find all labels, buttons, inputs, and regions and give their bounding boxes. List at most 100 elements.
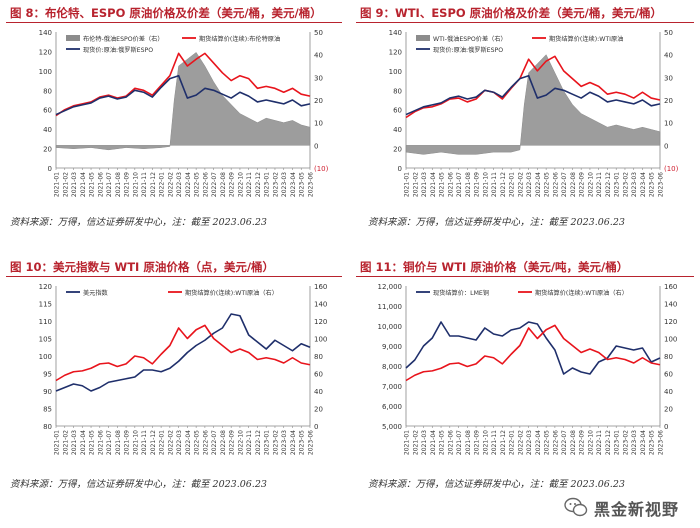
- x-tick-label: 2021-02: [412, 430, 419, 455]
- series-0-area: [405, 54, 661, 155]
- left-tick-label: 5,000: [382, 423, 402, 431]
- x-tick-label: 2023-02: [272, 430, 279, 455]
- right-tick-label: 120: [664, 318, 677, 326]
- x-tick-label: 2021-06: [447, 430, 454, 455]
- x-tick-label: 2022-10: [237, 430, 244, 455]
- x-tick-label: 2021-12: [150, 430, 157, 455]
- x-tick-label: 2023-03: [281, 430, 288, 455]
- left-tick-label: 100: [389, 68, 402, 76]
- x-tick-label: 2022-07: [211, 172, 218, 197]
- x-tick-label: 2021-01: [404, 430, 411, 455]
- right-tick-label: 40: [664, 388, 673, 396]
- right-tick-label: 20: [664, 97, 673, 105]
- series-0-line: [405, 321, 661, 375]
- x-tick-label: 2023-05: [299, 430, 306, 455]
- x-tick-label: 2021-04: [430, 172, 437, 197]
- left-tick-label: 120: [39, 283, 52, 291]
- x-tick-label: 2022-11: [246, 430, 253, 455]
- right-tick-label: 160: [314, 283, 327, 291]
- x-tick-label: 2022-08: [220, 430, 227, 455]
- left-tick-label: 95: [43, 371, 52, 379]
- right-tick-label: 10: [664, 120, 673, 128]
- x-tick-label: 2023-01: [264, 172, 271, 197]
- x-tick-label: 2021-09: [474, 172, 481, 197]
- x-tick-label: 2022-04: [535, 430, 542, 455]
- x-tick-label: 2021-09: [474, 430, 481, 455]
- left-tick-label: 110: [39, 318, 52, 326]
- x-tick-label: 2021-09: [124, 430, 131, 455]
- x-tick-label: 2022-02: [167, 430, 174, 455]
- x-tick-label: 2021-02: [62, 430, 69, 455]
- x-tick-label: 2021-05: [89, 172, 96, 197]
- left-tick-label: 100: [39, 68, 52, 76]
- series-1-line: [55, 52, 311, 117]
- left-tick-label: 105: [39, 336, 52, 344]
- x-tick-label: 2021-06: [97, 172, 104, 197]
- x-tick-label: 2021-12: [500, 172, 507, 197]
- chart-3: 80 85 90 95 100 105 110 115 120 0 20 40 60 80 100 120 14…: [39, 283, 328, 455]
- x-tick-label: 2022-12: [255, 430, 262, 455]
- x-tick-label: 2022-04: [185, 430, 192, 455]
- x-tick-label: 2022-11: [246, 172, 253, 197]
- chart-4-source: 资料来源：万得，信达证券研发中心，注：截至 2023.06.23: [368, 479, 625, 490]
- x-tick-label: 2022-04: [185, 172, 192, 197]
- x-tick-label: 2022-09: [229, 430, 236, 455]
- right-tick-label: 30: [314, 74, 323, 82]
- x-tick-label: 2022-09: [579, 172, 586, 197]
- left-tick-label: 6,000: [382, 403, 402, 411]
- chart-1: 0 20 40 60 80 100 120 140 (10) 0 10 20 30 40 50 2021-01…: [39, 29, 329, 197]
- x-tick-label: 2023-03: [281, 172, 288, 197]
- right-tick-label: 80: [664, 353, 673, 361]
- x-tick-label: 2021-12: [500, 430, 507, 455]
- watermark: 黑金新视野: [560, 492, 694, 524]
- right-tick-label: 0: [664, 423, 668, 431]
- left-tick-label: 120: [39, 48, 52, 56]
- x-tick-label: 2023-02: [272, 172, 279, 197]
- left-tick-label: 7,000: [382, 383, 402, 391]
- x-tick-label: 2022-01: [509, 430, 516, 455]
- x-tick-label: 2023-04: [290, 172, 297, 197]
- x-tick-label: 2021-11: [491, 430, 498, 455]
- x-tick-label: 2022-12: [605, 430, 612, 455]
- left-tick-label: 140: [39, 29, 52, 37]
- x-tick-label: 2021-03: [71, 172, 78, 197]
- header-rule-3: [6, 276, 342, 277]
- x-tick-label: 2022-02: [517, 172, 524, 197]
- right-tick-label: 20: [314, 97, 323, 105]
- right-tick-label: 50: [664, 29, 673, 37]
- x-tick-label: 2022-08: [570, 430, 577, 455]
- x-tick-label: 2021-05: [89, 430, 96, 455]
- left-tick-label: 85: [43, 406, 52, 414]
- x-tick-label: 2023-05: [299, 172, 306, 197]
- x-tick-label: 2022-10: [237, 172, 244, 197]
- x-tick-label: 2021-08: [465, 430, 472, 455]
- x-tick-label: 2022-12: [605, 172, 612, 197]
- x-tick-label: 2022-02: [517, 430, 524, 455]
- x-tick-label: 2021-07: [106, 430, 113, 455]
- header-rule-1: [6, 22, 342, 23]
- x-tick-label: 2023-06: [308, 172, 315, 197]
- right-tick-label: 80: [314, 353, 323, 361]
- series-2-line: [55, 74, 311, 116]
- x-tick-label: 2022-12: [255, 172, 262, 197]
- right-tick-label: 160: [664, 283, 677, 291]
- right-tick-label: 40: [314, 388, 323, 396]
- legend-label: 现货价:原油:俄罗斯ESPO: [83, 46, 153, 54]
- x-tick-label: 2022-03: [526, 172, 533, 197]
- legend-label: 现货价:原油:俄罗斯ESPO: [433, 46, 503, 54]
- x-tick-label: 2022-05: [194, 430, 201, 455]
- x-tick-label: 2021-05: [439, 172, 446, 197]
- chart-2: 0 20 40 60 80 100 120 140 (10) 0 10 20 30 40 50 2021-01…: [389, 29, 679, 197]
- x-tick-label: 2023-03: [631, 172, 638, 197]
- x-tick-label: 2021-01: [404, 172, 411, 197]
- right-tick-label: 60: [314, 371, 323, 379]
- x-tick-label: 2021-10: [132, 430, 139, 455]
- x-tick-label: 2021-03: [421, 172, 428, 197]
- x-tick-label: 2023-01: [614, 430, 621, 455]
- x-tick-label: 2022-09: [579, 430, 586, 455]
- right-tick-label: 100: [664, 336, 677, 344]
- x-tick-label: 2022-07: [561, 430, 568, 455]
- right-tick-label: (10): [664, 165, 679, 173]
- x-tick-label: 2022-02: [167, 172, 174, 197]
- x-tick-label: 2022-01: [509, 172, 516, 197]
